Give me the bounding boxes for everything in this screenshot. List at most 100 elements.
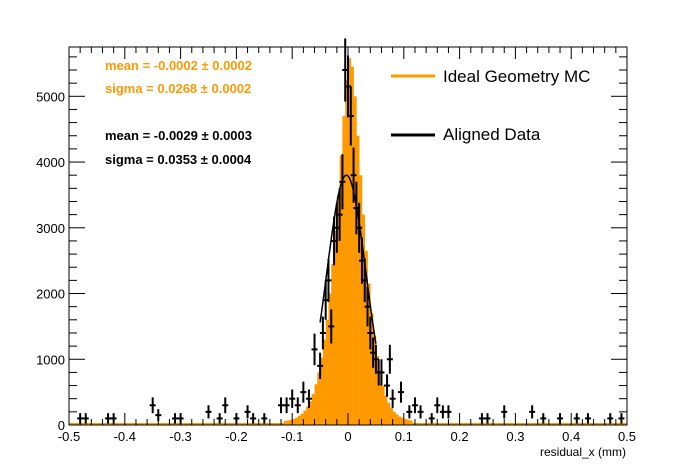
- x-tick-label: 0.1: [395, 429, 413, 444]
- data-point: [417, 405, 424, 419]
- data-point: [347, 86, 354, 146]
- mc-bin: [356, 135, 360, 425]
- data-point: [406, 405, 413, 419]
- x-tick-label: 0: [344, 429, 351, 444]
- mc-bin: [311, 394, 315, 425]
- y-tick-label: 0: [58, 418, 65, 433]
- data-point: [300, 381, 307, 403]
- data-point: [384, 374, 391, 397]
- legend-mc-label: Ideal Geometry MC: [443, 67, 590, 86]
- mc-bin: [364, 250, 368, 425]
- data-point: [386, 344, 393, 374]
- data-points: [77, 38, 625, 424]
- axes: -0.5 -0.4 -0.3 -0.2 -0.1 0 0.1 0.2 0.3 0.4 0.5 0 100…: [36, 47, 636, 444]
- mc-bin: [286, 420, 290, 425]
- mc-bin: [350, 66, 354, 425]
- x-tick-label: -0.5: [58, 429, 80, 444]
- mc-bin: [336, 194, 340, 425]
- data-point: [283, 397, 290, 414]
- mc-bin: [314, 384, 318, 425]
- data-point: [529, 405, 536, 419]
- y-tick-label: 3000: [36, 221, 65, 236]
- data-point: [244, 405, 251, 419]
- mc-bin: [389, 407, 393, 425]
- data-point: [305, 389, 312, 408]
- x-tick-label: 0.2: [451, 429, 469, 444]
- data-point: [367, 316, 374, 350]
- mc-bin: [381, 385, 385, 425]
- data-point: [311, 333, 318, 366]
- data-point: [378, 359, 385, 386]
- data-point: [205, 405, 212, 419]
- y-tick-label: 5000: [36, 89, 65, 104]
- mc-bin: [300, 413, 304, 425]
- x-axis-title: residual_x (mm): [540, 445, 626, 459]
- data-point: [501, 405, 508, 419]
- data-point: [356, 202, 363, 253]
- mc-bin: [401, 417, 405, 425]
- mc-histogram: [69, 58, 627, 426]
- mc-bin: [375, 355, 379, 425]
- mc-bin: [398, 416, 402, 425]
- data-point: [618, 413, 625, 424]
- mc-bin: [331, 263, 335, 425]
- data-mean-stat: mean = -0.0029 ± 0.0003: [105, 128, 252, 143]
- data-point: [278, 397, 285, 414]
- mc-mean-stat: mean = -0.0002 ± 0.0002: [105, 58, 252, 73]
- mc-bin: [384, 395, 388, 425]
- data-point: [484, 413, 491, 424]
- mc-bin: [409, 420, 413, 425]
- mc-bin: [294, 417, 299, 425]
- data-point: [439, 405, 446, 419]
- data-point: [317, 352, 324, 379]
- mc-bin: [334, 231, 338, 425]
- data-point: [445, 405, 452, 419]
- mc-bin: [322, 339, 326, 425]
- data-point: [389, 389, 396, 408]
- mc-bin: [308, 401, 313, 425]
- mc-bin: [359, 175, 363, 425]
- gaussian-fit-curve: [319, 174, 377, 344]
- data-point: [540, 413, 547, 424]
- data-point: [172, 413, 179, 424]
- x-tick-label: -0.2: [225, 429, 247, 444]
- data-point: [428, 413, 435, 424]
- legend-data-label: Aligned Data: [443, 125, 541, 144]
- mc-bin: [367, 283, 371, 425]
- mc-bin: [403, 419, 407, 425]
- x-tick-label: 0.4: [562, 429, 580, 444]
- mc-bin: [395, 414, 399, 425]
- mc-bin: [373, 336, 377, 425]
- data-point: [584, 413, 591, 424]
- data-point: [573, 413, 580, 424]
- mc-bin: [289, 419, 293, 425]
- data-point: [289, 389, 296, 408]
- mc-bin: [378, 372, 382, 425]
- mc-bin: [328, 293, 332, 425]
- x-tick-label: 0.3: [506, 429, 524, 444]
- mc-bin: [292, 419, 296, 425]
- data-point: [434, 397, 441, 414]
- mc-bin: [342, 116, 346, 425]
- mc-bin: [361, 214, 366, 425]
- y-tick-label: 1000: [36, 352, 65, 367]
- data-point: [411, 397, 418, 414]
- mc-bin: [325, 319, 329, 425]
- data-point: [319, 316, 326, 350]
- mc-bin: [339, 155, 343, 426]
- data-point: [250, 413, 257, 424]
- mc-bin: [353, 96, 357, 425]
- mc-bin: [387, 402, 391, 425]
- mc-bin: [406, 419, 410, 425]
- x-tick-label: -0.1: [281, 429, 303, 444]
- y-tick-label: 2000: [36, 287, 65, 302]
- data-point: [294, 397, 301, 414]
- data-point: [336, 188, 343, 241]
- mc-bin: [345, 79, 349, 425]
- data-point: [261, 413, 268, 424]
- data-point: [607, 413, 614, 424]
- y-tick-label: 4000: [36, 155, 65, 170]
- mc-sigma-stat: sigma = 0.0268 ± 0.0002: [105, 81, 251, 96]
- data-point: [82, 413, 89, 424]
- data-point: [398, 381, 405, 403]
